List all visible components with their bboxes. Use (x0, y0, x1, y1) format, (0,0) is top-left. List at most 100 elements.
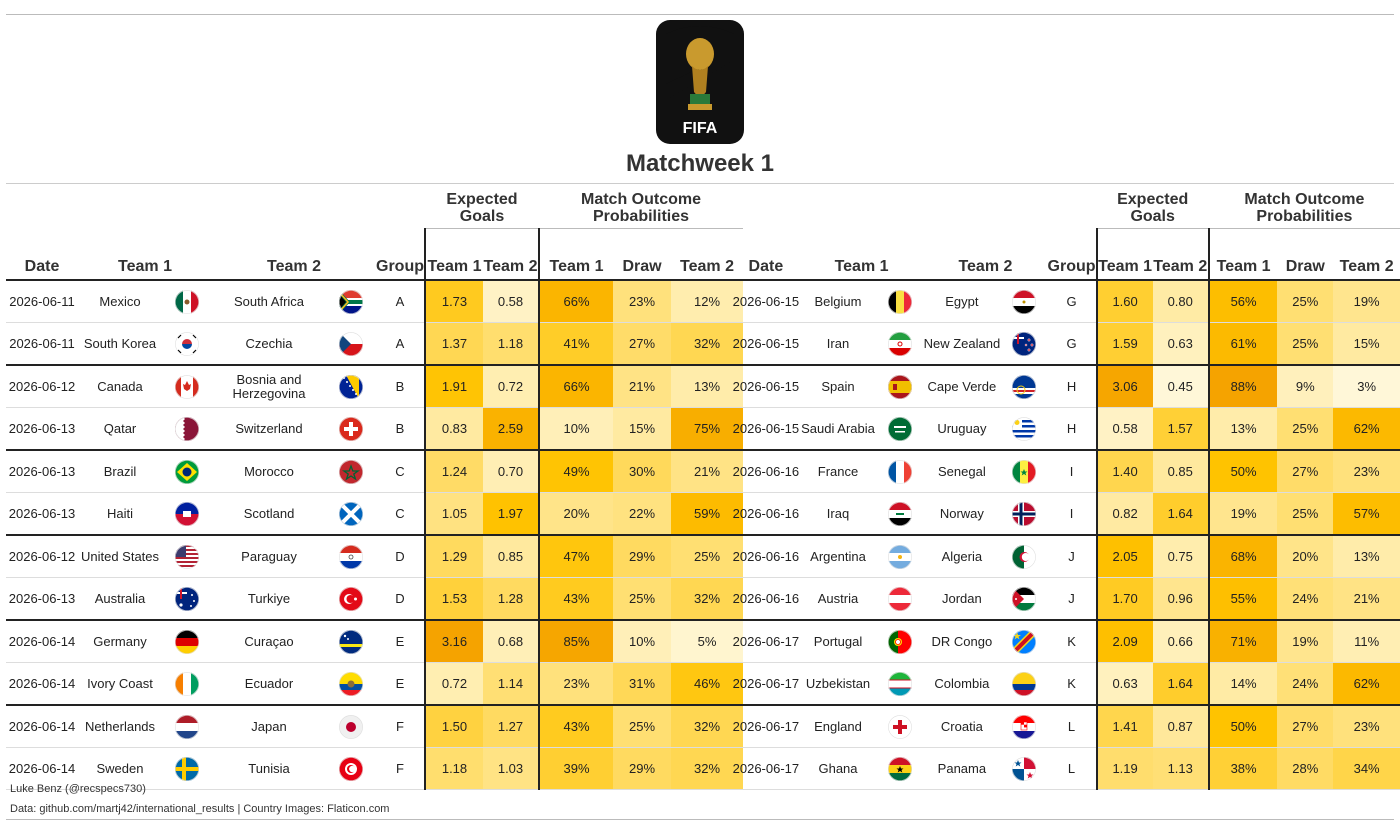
p-team2-cell: 57% (1333, 492, 1400, 536)
table-row: 2026-06-15 Belgium Egypt G 1.60 0.80 56% 25% 19% (732, 280, 1400, 323)
table-row: 2026-06-13 Qatar Switzerland B 0.83 2.59 10% 15… (6, 407, 743, 451)
table-row: 2026-06-15 Iran New Zealand G 1.59 0.63 61% 25%… (732, 322, 1400, 366)
p-team2-cell: 5% (671, 620, 743, 663)
team2-name: South Africa (212, 280, 326, 323)
team1-flag-cell (162, 535, 212, 578)
team2-name: Senegal (923, 450, 1001, 493)
p-team1-cell: 68% (1207, 535, 1278, 578)
p-team1-cell: 10% (538, 407, 613, 451)
iraq-flag-icon (887, 501, 912, 526)
table-row: 2026-06-13 Brazil Morocco C 1.24 0.70 49% 30% 21… (6, 450, 743, 493)
xg-team1-header: Team 1 (424, 228, 483, 281)
group-cell: D (376, 535, 425, 578)
team1-name: Germany (78, 620, 162, 663)
table-row: 2026-06-13 Haiti Scotland C 1.05 1.97 20% 22% 59… (6, 492, 743, 536)
table-row: 2026-06-15 Spain Cape Verde H 3.06 0.45 88% 9% 3… (732, 365, 1400, 408)
xg-team1-cell: 1.53 (424, 577, 483, 621)
xg-team2-cell: 1.28 (483, 577, 539, 621)
group-cell: K (1047, 620, 1097, 663)
p-draw-cell: 28% (1277, 747, 1334, 790)
p-draw-header: Draw (1277, 228, 1334, 281)
usa-flag-icon (175, 544, 199, 569)
p-team1-cell: 13% (1207, 407, 1278, 451)
xg-span-header: Expected Goals (425, 188, 539, 229)
table-row: 2026-06-16 Argentina Algeria J 2.05 0.75 68% 20… (732, 535, 1400, 578)
team1-flag-cell (876, 577, 924, 621)
date-cell: 2026-06-17 (732, 747, 800, 790)
bottom-rule (6, 819, 1394, 820)
p-team2-cell: 13% (671, 365, 743, 408)
team2-name: Croatia (923, 705, 1001, 748)
argentina-flag-icon (887, 544, 912, 569)
tunisia-flag-icon (339, 756, 363, 781)
group-cell: L (1047, 705, 1097, 748)
p-team1-cell: 39% (538, 747, 613, 790)
team1-flag-cell (162, 450, 212, 493)
team2-name: Morocco (212, 450, 326, 493)
team2-flag-cell (1000, 620, 1048, 663)
date-cell: 2026-06-17 (732, 705, 800, 748)
team1-name: England (799, 705, 877, 748)
team1-flag-cell (876, 747, 924, 790)
sweden-flag-icon (175, 756, 199, 781)
p-team1-cell: 43% (538, 577, 613, 621)
senegal-flag-icon (1012, 459, 1036, 484)
p-team2-cell: 34% (1333, 747, 1400, 790)
date-cell: 2026-06-16 (732, 535, 800, 578)
team2-flag-cell (326, 280, 376, 323)
date-cell: 2026-06-12 (6, 535, 78, 578)
group-cell: B (376, 407, 425, 451)
team1-flag-cell (162, 747, 212, 790)
team2-flag-cell (326, 407, 376, 451)
team1-name: Iraq (799, 492, 877, 536)
panama-flag-icon (1012, 756, 1036, 781)
team2-flag-cell (1000, 450, 1048, 493)
group-cell: A (376, 280, 425, 323)
group-cell: J (1047, 535, 1097, 578)
canada-flag-icon (175, 374, 199, 399)
team2-flag-cell (1000, 662, 1048, 706)
team1-flag-cell (876, 407, 924, 451)
p-draw-cell: 23% (613, 280, 671, 323)
team1-name: United States (78, 535, 162, 578)
team1-name: Saudi Arabia (799, 407, 877, 451)
team1-name: Qatar (78, 407, 162, 451)
p-team1-cell: 20% (538, 492, 613, 536)
date-cell: 2026-06-11 (6, 280, 78, 323)
p-draw-cell: 25% (613, 705, 671, 748)
p-team2-cell: 11% (1333, 620, 1400, 663)
team2-name: Norway (923, 492, 1001, 536)
team1-name: Austria (799, 577, 877, 621)
xg-span-header: Expected Goals (1096, 188, 1209, 229)
p-team1-header: Team 1 (538, 228, 613, 281)
matches-table-right: Expected Goals Match Outcome Probabiliti… (732, 188, 1400, 790)
team1-name: Haiti (78, 492, 162, 536)
spain-flag-icon (887, 374, 912, 399)
table-row: 2026-06-12 Canada Bosnia and Herzegovina B 1… (6, 365, 743, 408)
date-cell: 2026-06-13 (6, 492, 78, 536)
p-team1-cell: 47% (538, 535, 613, 578)
team1-name: Canada (78, 365, 162, 408)
p-team1-cell: 43% (538, 705, 613, 748)
team2-flag-cell (326, 662, 376, 706)
xg-team1-cell: 0.82 (1095, 492, 1153, 536)
xg-team2-cell: 1.64 (1152, 662, 1209, 706)
xg-team2-cell: 0.70 (483, 450, 539, 493)
ghana-flag-icon (887, 756, 912, 781)
group-cell: E (376, 620, 425, 663)
group-cell: J (1047, 577, 1097, 621)
team1-flag-cell (162, 705, 212, 748)
xg-team2-cell: 0.80 (1152, 280, 1209, 323)
table-row: 2026-06-17 Portugal DR Congo K 2.09 0.66 71% 19… (732, 620, 1400, 663)
date-cell: 2026-06-14 (6, 662, 78, 706)
p-draw-cell: 30% (613, 450, 671, 493)
algeria-flag-icon (1012, 544, 1036, 569)
p-draw-cell: 9% (1277, 365, 1334, 408)
team2-name: Switzerland (212, 407, 326, 451)
team1-name: Mexico (78, 280, 162, 323)
xg-team1-cell: 1.29 (424, 535, 483, 578)
xg-team1-cell: 2.09 (1095, 620, 1153, 663)
p-team1-cell: 19% (1207, 492, 1278, 536)
date-header: Date (732, 228, 800, 281)
p-team1-cell: 55% (1207, 577, 1278, 621)
